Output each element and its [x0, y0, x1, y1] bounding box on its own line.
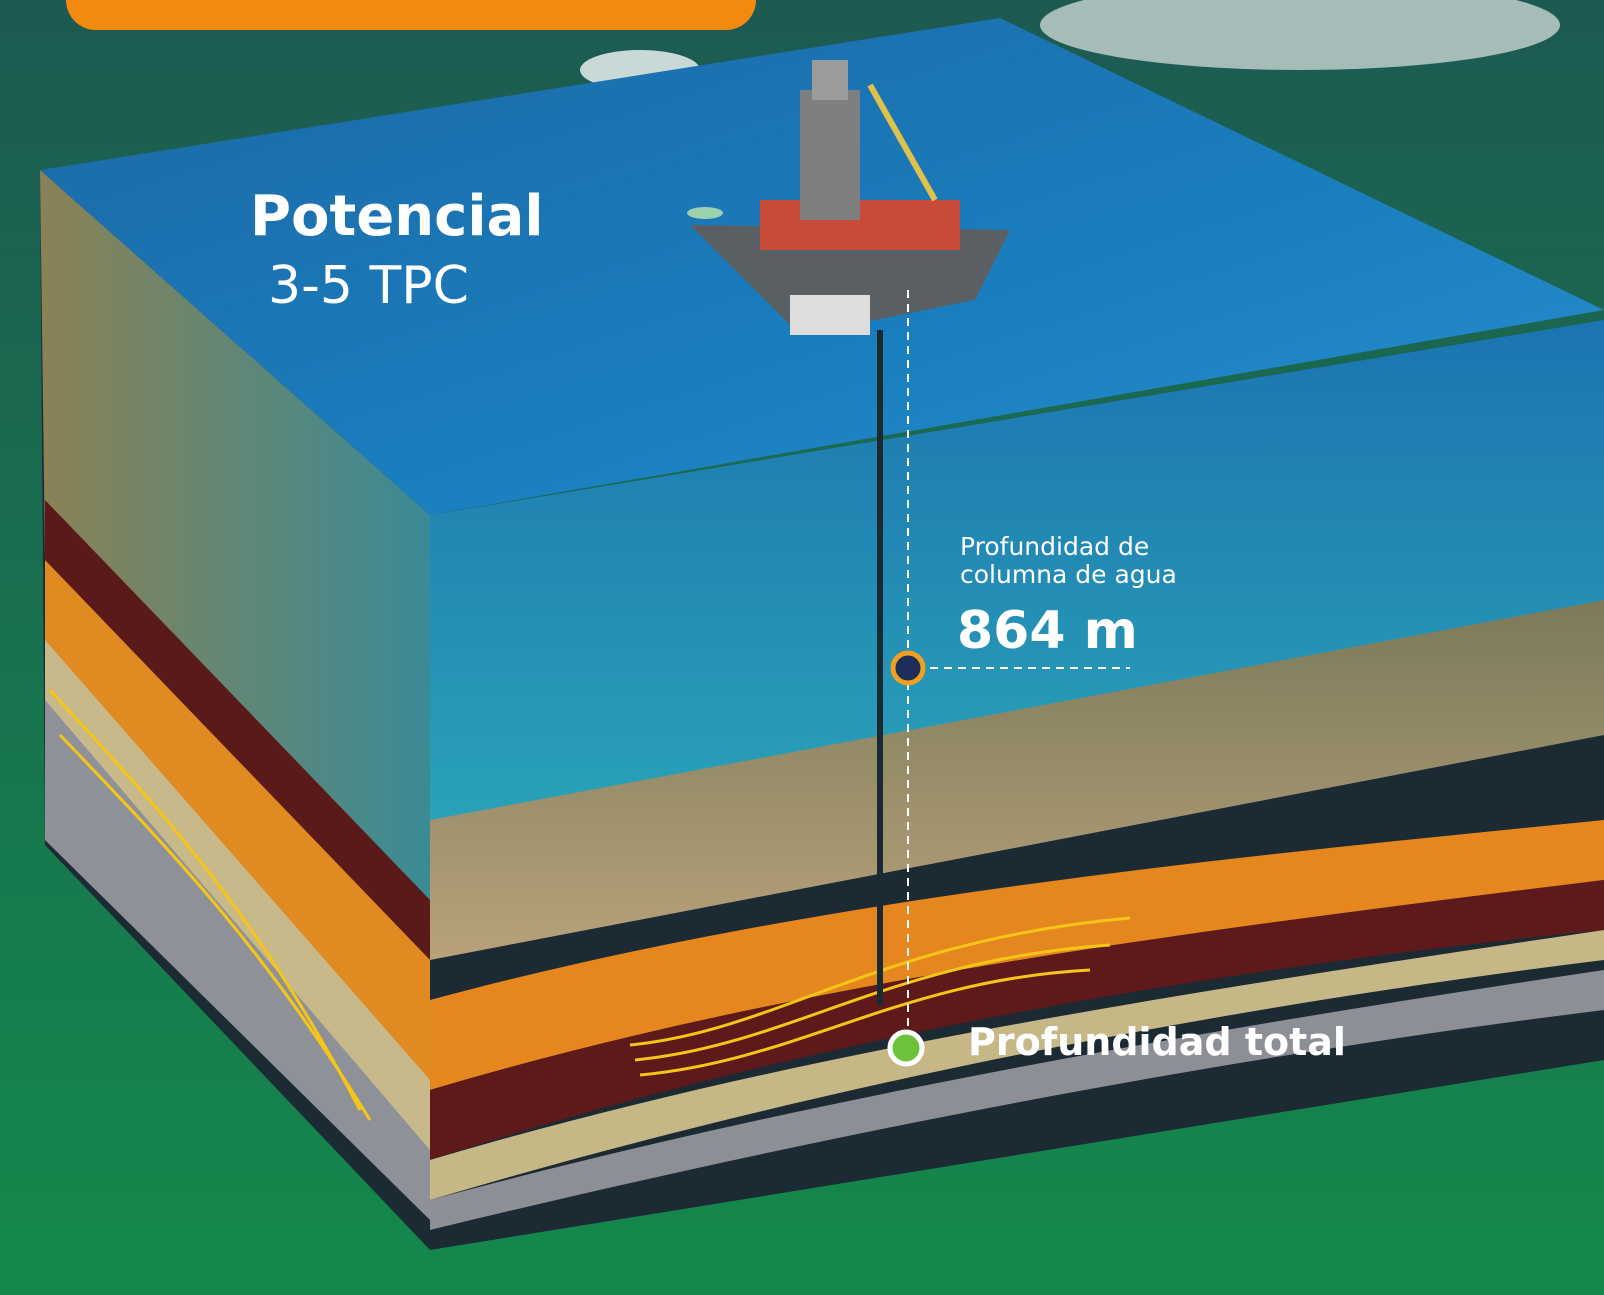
drilling-rig: [687, 60, 1010, 335]
banner: [66, 0, 756, 30]
water-depth-label: Profundidad de: [960, 532, 1149, 561]
layer: [430, 880, 1604, 1160]
potential-value: 3-5 TPC: [268, 256, 469, 316]
total-depth-marker: [887, 1029, 925, 1067]
water-depth-marker: [890, 650, 926, 686]
cloud: [1040, 0, 1560, 70]
water-depth-value: 864 m: [957, 601, 1138, 661]
layer: [45, 700, 430, 1220]
left-water: [40, 170, 430, 980]
layer: [430, 930, 1604, 1200]
seabed: [430, 600, 1604, 960]
total-depth-label: Profundidad total: [968, 1020, 1346, 1064]
gas-lines: [48, 688, 1131, 1121]
potential-title: Potencial: [250, 184, 544, 249]
layer: [430, 970, 1604, 1230]
water-depth-label: columna de agua: [960, 560, 1177, 589]
